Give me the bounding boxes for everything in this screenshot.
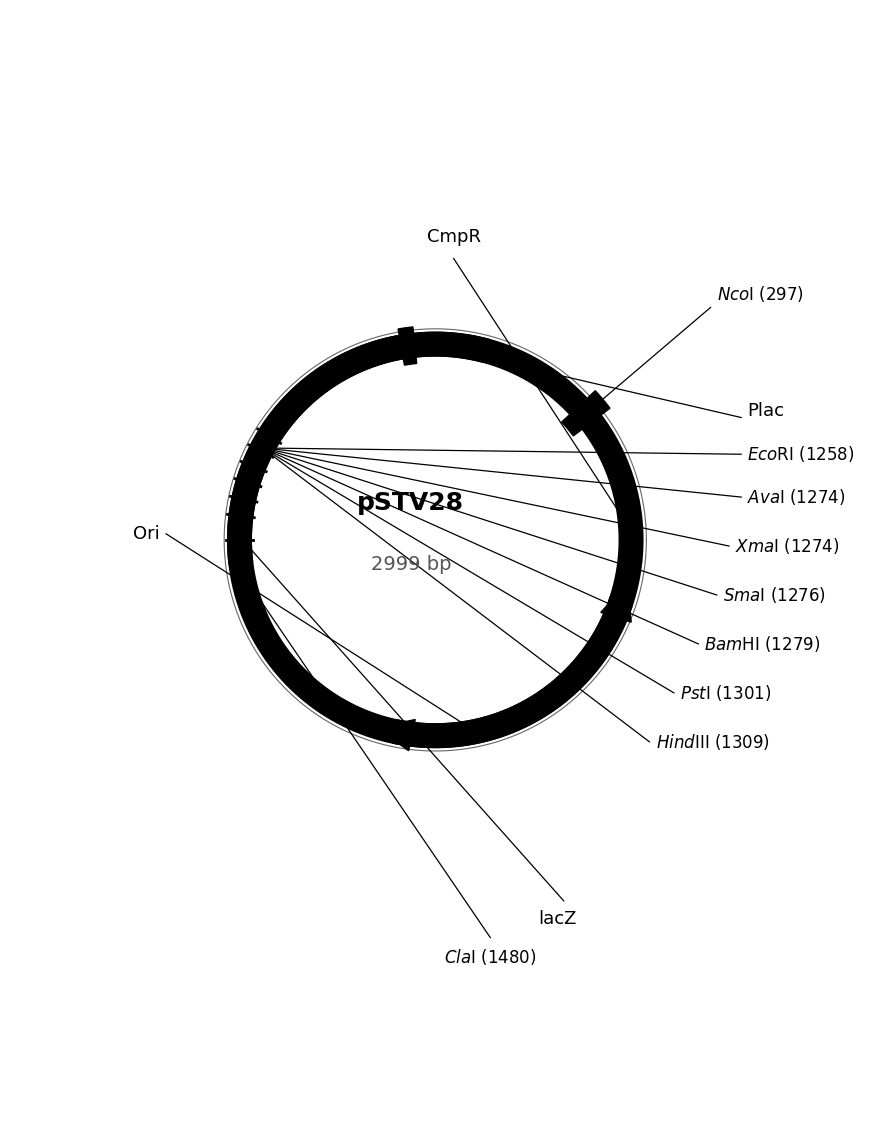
- Text: $\mathit{Pst}$I (1301): $\mathit{Pst}$I (1301): [679, 682, 771, 703]
- Text: $\mathit{Xma}$I (1274): $\mathit{Xma}$I (1274): [734, 536, 839, 556]
- Polygon shape: [376, 720, 415, 751]
- Text: $\mathit{Ava}$I (1274): $\mathit{Ava}$I (1274): [746, 487, 845, 507]
- Polygon shape: [569, 402, 603, 439]
- Text: $\mathit{Eco}$RI (1258): $\mathit{Eco}$RI (1258): [746, 444, 854, 464]
- Text: $\mathit{Cla}$I (1480): $\mathit{Cla}$I (1480): [443, 947, 536, 966]
- Polygon shape: [398, 327, 417, 365]
- Text: Ori: Ori: [133, 525, 160, 543]
- Text: $\mathit{Nco}$I (297): $\mathit{Nco}$I (297): [716, 284, 803, 305]
- Text: 2999 bp: 2999 bp: [370, 555, 451, 574]
- Text: lacZ: lacZ: [538, 911, 576, 928]
- Text: Plac: Plac: [746, 403, 783, 420]
- Text: CmpR: CmpR: [426, 228, 480, 246]
- Polygon shape: [401, 335, 427, 358]
- Text: $\mathit{Sma}$I (1276): $\mathit{Sma}$I (1276): [722, 585, 825, 605]
- Text: pSTV28: pSTV28: [357, 491, 464, 516]
- Text: $\mathit{Hind}$III (1309): $\mathit{Hind}$III (1309): [654, 731, 769, 752]
- Text: $\mathit{Bam}$HI (1279): $\mathit{Bam}$HI (1279): [704, 634, 820, 654]
- Polygon shape: [600, 583, 630, 622]
- Polygon shape: [561, 390, 610, 436]
